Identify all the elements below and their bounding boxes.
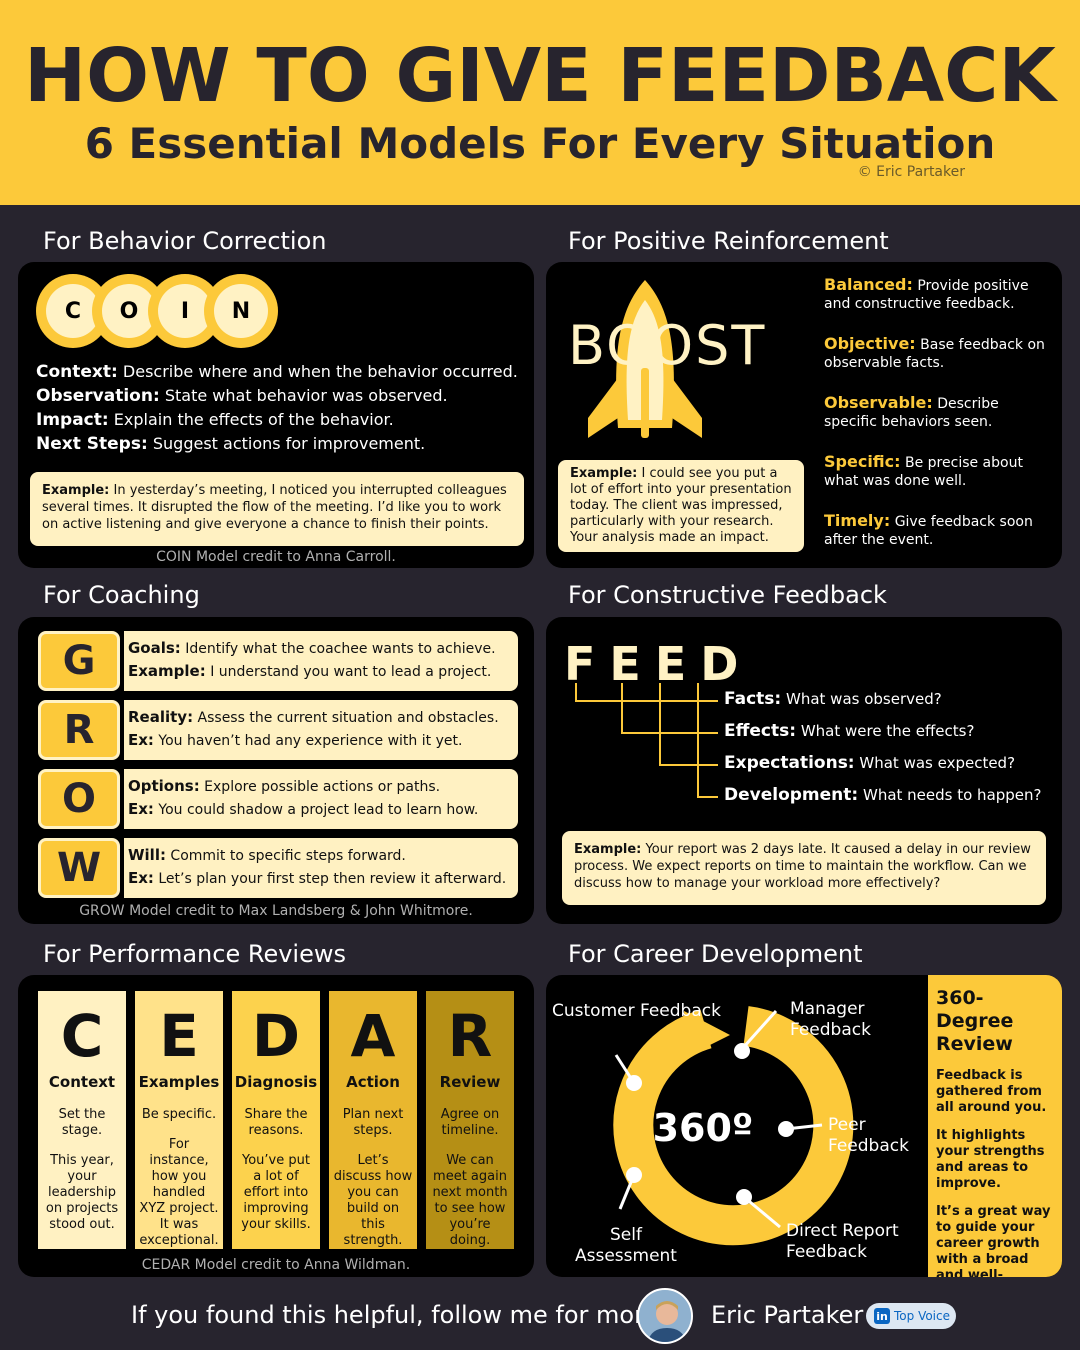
- cedar-desc: Share the reasons.: [244, 1107, 308, 1138]
- cedar-name: Review: [439, 1073, 501, 1091]
- boost-item: Specific: Be precise about what was done…: [824, 452, 1023, 490]
- cedar-letter: D: [251, 1002, 301, 1070]
- career-panel: 360º Customer Feedback Manager Feedback …: [546, 975, 1062, 1277]
- cedar-letter: R: [447, 1002, 493, 1070]
- grow-text: Reality: Assess the current situation an…: [124, 700, 518, 760]
- rocket-icon: [588, 280, 702, 438]
- coin-item: Impact: Explain the effects of the behav…: [36, 410, 394, 430]
- cedar-column: A Action Plan next steps. Let’s discuss how…: [329, 991, 417, 1249]
- feed-item: Development: What needs to happen?: [724, 785, 1042, 805]
- footer-cta: If you found this helpful, follow me for…: [131, 1301, 659, 1329]
- boost-item: Objective: Base feedback on observable f…: [824, 334, 1045, 372]
- cedar-letter: C: [60, 1002, 104, 1070]
- label-manager-feedback: Manager Feedback: [790, 999, 871, 1040]
- cycle-360-icon: 360º: [613, 1006, 854, 1246]
- cedar-example: For instance, how you handled XYZ projec…: [139, 1137, 219, 1248]
- page-subtitle: 6 Essential Models For Every Situation: [84, 119, 996, 168]
- cedar-section-title: For Performance Reviews: [43, 940, 346, 968]
- cedar-letter: A: [350, 1002, 396, 1070]
- review-360-box: 360-Degree Review Feedback is gathered f…: [928, 975, 1062, 1277]
- cedar-name: Context: [48, 1073, 116, 1091]
- coin-example: Example: In yesterday’s meeting, I notic…: [30, 472, 524, 546]
- grow-row-options: O Options: Explore possible actions or p…: [38, 769, 518, 829]
- coin-section-title: For Behavior Correction: [43, 227, 327, 255]
- avatar-portrait-icon: [639, 1290, 691, 1342]
- top-voice-badge[interactable]: in Top Voice: [866, 1303, 956, 1329]
- boost-panel: BOOST Example: I could see you put a lot…: [546, 262, 1062, 568]
- grow-row-reality: R Reality: Assess the current situation …: [38, 700, 518, 760]
- boost-item: Observable: Describe specific behaviors …: [824, 393, 999, 431]
- boost-definitions: Balanced: Provide positive and construct…: [824, 276, 1049, 568]
- cedar-name: Examples: [138, 1073, 220, 1091]
- grow-letter: W: [38, 838, 120, 898]
- badge-label: Top Voice: [894, 1309, 950, 1323]
- cedar-desc: Set the stage.: [58, 1107, 106, 1138]
- feed-example: Example: Your report was 2 days late. It…: [562, 831, 1046, 905]
- review-point: It’s a great way to guide your career gr…: [936, 1204, 1051, 1277]
- review-point: Feedback is gathered from all around you…: [936, 1068, 1047, 1115]
- grow-credit: GROW Model credit to Max Landsberg & Joh…: [79, 903, 473, 919]
- boost-item: Timely: Give feedback soon after the eve…: [824, 511, 1033, 549]
- coin-item: Context: Describe where and when the beh…: [36, 362, 518, 382]
- coin-item: Next Steps: Suggest actions for improvem…: [36, 434, 426, 454]
- boost-example: Example: I could see you put a lot of ef…: [558, 460, 804, 552]
- cedar-credit: CEDAR Model credit to Anna Wildman.: [141, 1257, 411, 1273]
- label-customer-feedback: Customer Feedback: [552, 1001, 721, 1021]
- cedar-desc: Be specific.: [141, 1107, 217, 1122]
- coin-credit: COIN Model credit to Anna Carroll.: [156, 549, 396, 565]
- coin-panel: C O I N Context: Describe where and when…: [18, 262, 534, 568]
- feed-word: FEED: [564, 637, 753, 691]
- cedar-desc: Agree on timeline.: [440, 1107, 500, 1138]
- cedar-column: C Context Set the stage. This year, your le…: [38, 991, 126, 1249]
- grow-letter: G: [38, 631, 120, 691]
- cedar-panel: C Context Set the stage. This year, your le…: [18, 975, 534, 1277]
- feed-section-title: For Constructive Feedback: [568, 581, 887, 609]
- cycle-center-label: 360º: [653, 1106, 754, 1150]
- feed-item: Effects: What were the effects?: [724, 721, 975, 741]
- coin-definitions: Context: Describe where and when the beh…: [36, 360, 518, 456]
- coin-item: Observation: State what behavior was obs…: [36, 386, 448, 406]
- boost-item: Balanced: Provide positive and construct…: [824, 275, 1029, 313]
- cedar-example: This year, your leadership on projects s…: [45, 1153, 119, 1232]
- boost-section-title: For Positive Reinforcement: [568, 227, 889, 255]
- cedar-column: R Review Agree on timeline. We can meet aga…: [426, 991, 514, 1249]
- grow-panel: G Goals: Identify what the coachee wants…: [18, 617, 534, 924]
- grow-letter: R: [38, 700, 120, 760]
- feed-panel: FEED Facts: What was observed? Effects: …: [546, 617, 1062, 924]
- boost-word: BOOST: [568, 314, 767, 377]
- grow-row-will: W Will: Commit to specific steps forward…: [38, 838, 518, 898]
- cedar-desc: Plan next steps.: [342, 1107, 404, 1138]
- grow-letter: O: [38, 769, 120, 829]
- feed-connector-lines: [575, 683, 718, 798]
- avatar[interactable]: [637, 1288, 693, 1344]
- label-direct-report-feedback: Direct Report Feedback: [786, 1221, 899, 1262]
- grow-row-goals: G Goals: Identify what the coachee wants…: [38, 631, 518, 691]
- grow-text: Options: Explore possible actions or pat…: [124, 769, 518, 829]
- linkedin-icon: in: [874, 1308, 890, 1324]
- cedar-example: Let’s discuss how you can build on this …: [333, 1153, 413, 1248]
- cedar-name: Diagnosis: [234, 1073, 318, 1091]
- cedar-example: You’ve put a lot of effort into improvin…: [241, 1153, 311, 1232]
- feed-item: Expectations: What was expected?: [724, 753, 1016, 773]
- review-title: 360-Degree Review: [936, 987, 1014, 1055]
- page-title: HOW TO GIVE FEEDBACK: [24, 33, 1056, 119]
- review-point: It highlights your strengths and areas t…: [936, 1128, 1045, 1191]
- cedar-example: We can meet again next month to see how …: [432, 1153, 508, 1248]
- coin-letter-i: I: [148, 274, 222, 348]
- cedar-column: E Examples Be specific. For instance, how y…: [135, 991, 223, 1249]
- label-self-assessment: Self Assessment: [575, 1225, 677, 1266]
- grow-text: Goals: Identify what the coachee wants t…: [124, 631, 518, 691]
- grow-section-title: For Coaching: [43, 581, 200, 609]
- feed-item: Facts: What was observed?: [724, 689, 942, 709]
- grow-text: Will: Commit to specific steps forward. E…: [124, 838, 518, 898]
- author-name[interactable]: Eric Partaker: [711, 1301, 864, 1329]
- header-banner: HOW TO GIVE FEEDBACK 6 Essential Models …: [0, 0, 1080, 205]
- cedar-column: D Diagnosis Share the reasons. You’ve put a…: [232, 991, 320, 1249]
- copyright-text: © Eric Partaker: [857, 164, 965, 180]
- coin-letter-n: N: [204, 274, 278, 348]
- career-section-title: For Career Development: [568, 940, 863, 968]
- cedar-name: Action: [346, 1073, 400, 1091]
- label-peer-feedback: Peer Feedback: [828, 1115, 909, 1156]
- cedar-letter: E: [159, 1002, 199, 1070]
